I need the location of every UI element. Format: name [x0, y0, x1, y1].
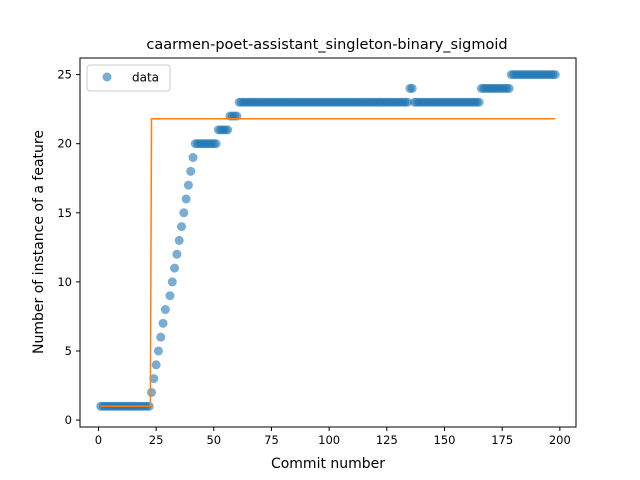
- data-point: [179, 208, 189, 218]
- y-tick-label: 0: [65, 413, 72, 427]
- x-tick-label: 50: [206, 433, 221, 447]
- y-axis-ticks: 0 5 10 15 20 25: [57, 68, 80, 427]
- data-point: [153, 346, 163, 356]
- y-tick-label: 25: [57, 68, 72, 82]
- legend-box: [86, 64, 171, 92]
- data-point: [223, 125, 233, 135]
- x-tick-label: 125: [376, 433, 398, 447]
- x-tick-label: 75: [264, 433, 279, 447]
- x-tick-label: 150: [434, 433, 456, 447]
- data-point: [147, 387, 157, 397]
- data-point: [183, 180, 193, 190]
- y-tick-label: 10: [57, 275, 72, 289]
- data-point: [151, 360, 161, 370]
- data-point: [188, 153, 198, 163]
- y-tick-label: 15: [57, 206, 72, 220]
- legend-label: data: [132, 71, 159, 85]
- y-tick-label: 20: [57, 137, 72, 151]
- data-point: [474, 97, 484, 107]
- x-tick-label: 175: [491, 433, 513, 447]
- x-axis-label: Commit number: [271, 456, 385, 472]
- data-point: [181, 194, 191, 204]
- data-point: [158, 318, 168, 328]
- legend-marker: [102, 72, 112, 82]
- data-point: [170, 263, 180, 273]
- data-point: [167, 277, 177, 287]
- x-tick-label: 200: [549, 433, 571, 447]
- fit-line: [100, 118, 556, 408]
- data-point: [156, 332, 166, 342]
- data-point: [149, 374, 159, 384]
- data-point: [165, 291, 175, 301]
- legend: data: [86, 64, 171, 92]
- data-point: [174, 235, 184, 245]
- data-point: [172, 249, 182, 259]
- data-point: [504, 83, 514, 93]
- y-axis-label: Number of instance of a feature: [31, 130, 47, 354]
- x-tick-label: 0: [95, 433, 102, 447]
- data-point: [550, 70, 560, 80]
- fit-line-group: [100, 118, 556, 408]
- plot-frame: [79, 57, 577, 428]
- data-point: [407, 83, 417, 93]
- scatter-points: [96, 70, 560, 411]
- x-tick-label: 25: [149, 433, 164, 447]
- chart-title: caarmen-poet-assistant_singleton-binary_…: [146, 37, 507, 53]
- data-point: [211, 139, 221, 149]
- x-tick-label: 100: [318, 433, 340, 447]
- data-point: [177, 222, 187, 232]
- y-tick-label: 5: [65, 344, 72, 358]
- data-point: [186, 166, 196, 176]
- data-point: [160, 305, 170, 315]
- data-point: [403, 97, 413, 107]
- x-axis-ticks: 0 25 50 75 100 125 150 175 200: [95, 427, 571, 447]
